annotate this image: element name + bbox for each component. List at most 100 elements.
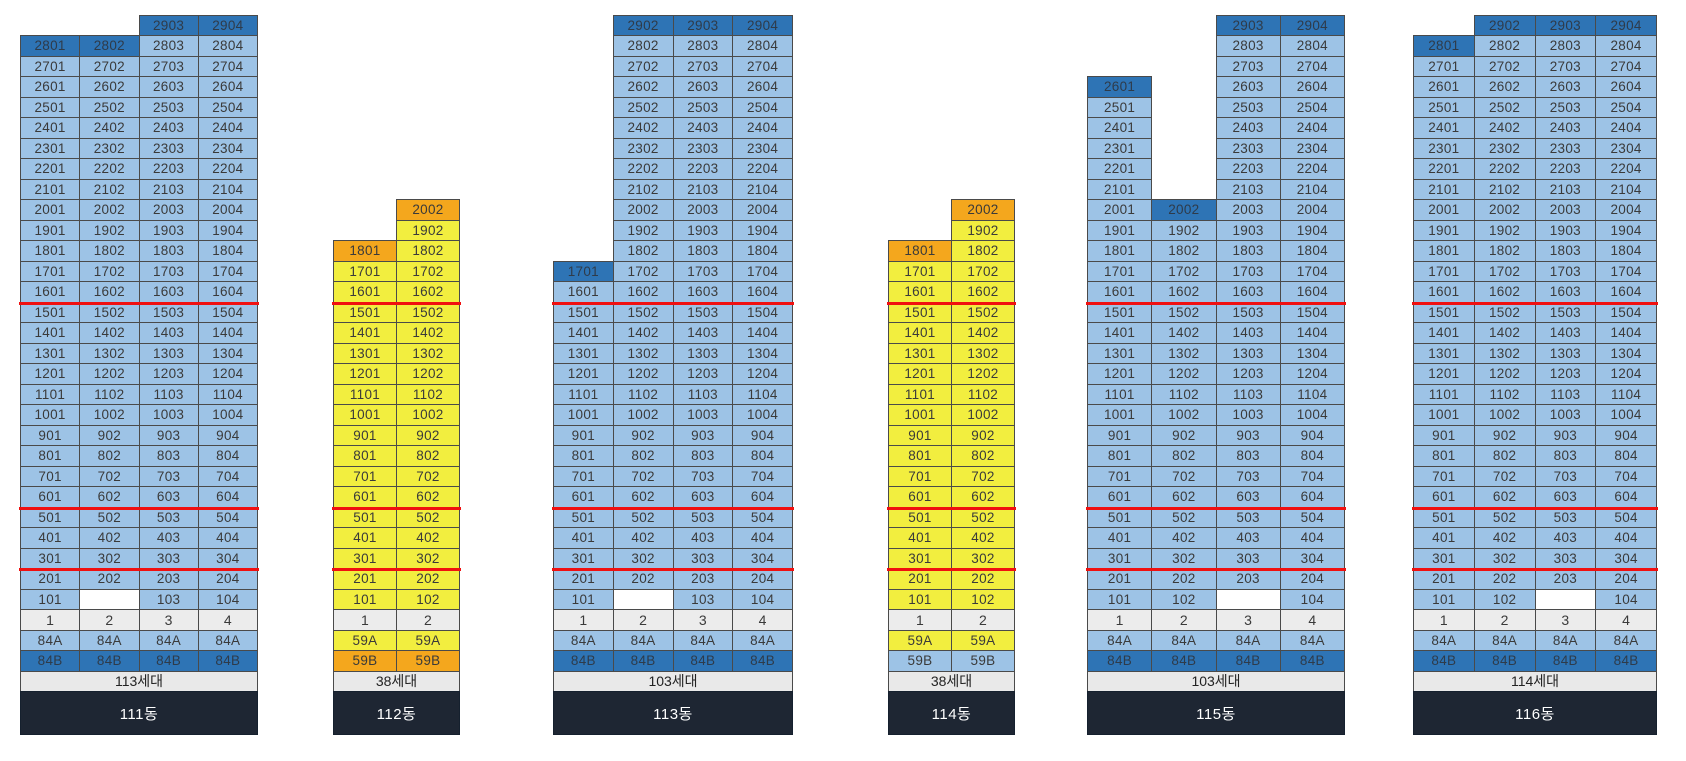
unit-1104[interactable]: 1104 (1595, 383, 1657, 405)
unit-1103[interactable]: 1103 (138, 383, 199, 405)
unit-602[interactable]: 602 (1151, 486, 1217, 508)
unit-604[interactable]: 604 (1279, 486, 1345, 508)
unit-1002[interactable]: 1002 (951, 404, 1015, 426)
unit-1803[interactable]: 1803 (1215, 240, 1281, 262)
unit-1101[interactable]: 1101 (333, 383, 397, 405)
unit-1302[interactable]: 1302 (396, 342, 460, 364)
unit-2803[interactable]: 2803 (138, 35, 199, 57)
unit-2503[interactable]: 2503 (138, 96, 199, 118)
unit-902[interactable]: 902 (1473, 424, 1536, 446)
unit-1302[interactable]: 1302 (612, 342, 674, 364)
unit-304[interactable]: 304 (1279, 547, 1345, 569)
unit-401[interactable]: 401 (333, 527, 397, 549)
unit-1203[interactable]: 1203 (672, 363, 734, 385)
unit-503[interactable]: 503 (672, 506, 734, 528)
unit-604[interactable]: 604 (1595, 486, 1657, 508)
unit-2804[interactable]: 2804 (1595, 35, 1657, 57)
unit-704[interactable]: 704 (1595, 465, 1657, 487)
unit-1303[interactable]: 1303 (138, 342, 199, 364)
unit-1101[interactable]: 1101 (888, 383, 952, 405)
unit-1702[interactable]: 1702 (396, 260, 460, 282)
unit-1604[interactable]: 1604 (1595, 281, 1657, 303)
unit-604[interactable]: 604 (732, 486, 793, 508)
unit-1601[interactable]: 1601 (333, 281, 397, 303)
unit-904[interactable]: 904 (732, 424, 793, 446)
unit-1001[interactable]: 1001 (20, 404, 81, 426)
unit-1101[interactable]: 1101 (553, 383, 614, 405)
unit-1202[interactable]: 1202 (79, 363, 140, 385)
unit-104[interactable]: 104 (1595, 588, 1657, 610)
unit-1402[interactable]: 1402 (396, 322, 460, 344)
unit-1604[interactable]: 1604 (732, 281, 793, 303)
unit-1201[interactable]: 1201 (1087, 363, 1153, 385)
unit-1703[interactable]: 1703 (672, 260, 734, 282)
unit-2101[interactable]: 2101 (20, 178, 81, 200)
unit-2702[interactable]: 2702 (1473, 55, 1536, 77)
unit-201[interactable]: 201 (553, 568, 614, 590)
unit-1904[interactable]: 1904 (1279, 219, 1345, 241)
unit-901[interactable]: 901 (553, 424, 614, 446)
unit-303[interactable]: 303 (1534, 547, 1597, 569)
unit-2701[interactable]: 2701 (20, 55, 81, 77)
unit-503[interactable]: 503 (1215, 506, 1281, 528)
unit-804[interactable]: 804 (197, 445, 258, 467)
unit-801[interactable]: 801 (553, 445, 614, 467)
unit-2004[interactable]: 2004 (1279, 199, 1345, 221)
unit-2802[interactable]: 2802 (612, 35, 674, 57)
unit-1501[interactable]: 1501 (1413, 301, 1475, 323)
unit-1301[interactable]: 1301 (553, 342, 614, 364)
unit-1404[interactable]: 1404 (1279, 322, 1345, 344)
unit-2903[interactable]: 2903 (1215, 14, 1281, 36)
unit-1401[interactable]: 1401 (888, 322, 952, 344)
unit-701[interactable]: 701 (1087, 465, 1153, 487)
unit-1203[interactable]: 1203 (1215, 363, 1281, 385)
unit-2402[interactable]: 2402 (79, 117, 140, 139)
unit-904[interactable]: 904 (197, 424, 258, 446)
unit-702[interactable]: 702 (1473, 465, 1536, 487)
unit-203[interactable]: 203 (138, 568, 199, 590)
unit-502[interactable]: 502 (1473, 506, 1536, 528)
unit-302[interactable]: 302 (396, 547, 460, 569)
unit-2304[interactable]: 2304 (1279, 137, 1345, 159)
unit-202[interactable]: 202 (396, 568, 460, 590)
unit-1201[interactable]: 1201 (333, 363, 397, 385)
unit-102[interactable]: 102 (396, 588, 460, 610)
unit-801[interactable]: 801 (1087, 445, 1153, 467)
unit-2002[interactable]: 2002 (1151, 199, 1217, 221)
unit-1004[interactable]: 1004 (1595, 404, 1657, 426)
unit-2002[interactable]: 2002 (79, 199, 140, 221)
unit-1802[interactable]: 1802 (1151, 240, 1217, 262)
unit-304[interactable]: 304 (732, 547, 793, 569)
unit-2102[interactable]: 2102 (79, 178, 140, 200)
unit-1803[interactable]: 1803 (672, 240, 734, 262)
unit-2801[interactable]: 2801 (20, 35, 81, 57)
unit-402[interactable]: 402 (951, 527, 1015, 549)
unit-2401[interactable]: 2401 (20, 117, 81, 139)
unit-703[interactable]: 703 (1215, 465, 1281, 487)
unit-304[interactable]: 304 (1595, 547, 1657, 569)
unit-303[interactable]: 303 (1215, 547, 1281, 569)
unit-1402[interactable]: 1402 (79, 322, 140, 344)
unit-1102[interactable]: 1102 (1151, 383, 1217, 405)
unit-701[interactable]: 701 (1413, 465, 1475, 487)
unit-1303[interactable]: 1303 (1534, 342, 1597, 364)
unit-1204[interactable]: 1204 (1595, 363, 1657, 385)
unit-2302[interactable]: 2302 (79, 137, 140, 159)
unit-2802[interactable]: 2802 (1473, 35, 1536, 57)
unit-801[interactable]: 801 (333, 445, 397, 467)
unit-901[interactable]: 901 (20, 424, 81, 446)
unit-1902[interactable]: 1902 (612, 219, 674, 241)
unit-2003[interactable]: 2003 (138, 199, 199, 221)
unit-1003[interactable]: 1003 (1534, 404, 1597, 426)
unit-1602[interactable]: 1602 (1473, 281, 1536, 303)
unit-1803[interactable]: 1803 (138, 240, 199, 262)
unit-902[interactable]: 902 (612, 424, 674, 446)
unit-1704[interactable]: 1704 (1595, 260, 1657, 282)
unit-1204[interactable]: 1204 (1279, 363, 1345, 385)
unit-2202[interactable]: 2202 (1473, 158, 1536, 180)
unit-2104[interactable]: 2104 (1595, 178, 1657, 200)
unit-1701[interactable]: 1701 (888, 260, 952, 282)
unit-2003[interactable]: 2003 (1215, 199, 1281, 221)
unit-701[interactable]: 701 (553, 465, 614, 487)
unit-2401[interactable]: 2401 (1413, 117, 1475, 139)
